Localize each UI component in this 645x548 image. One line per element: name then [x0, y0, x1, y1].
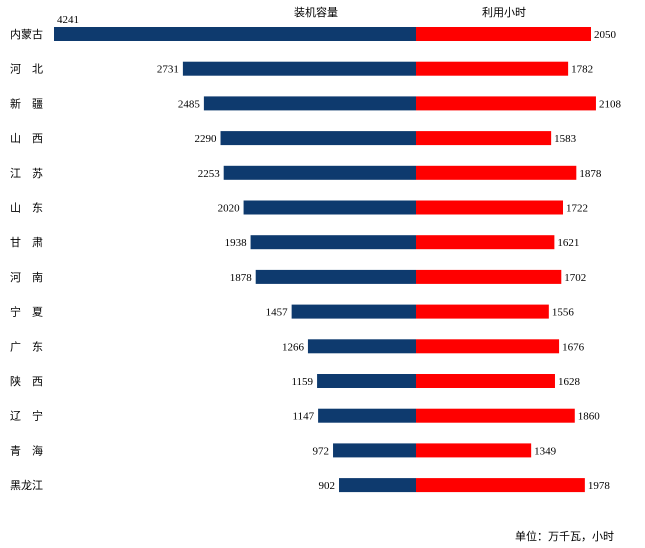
hours-value: 1702: [564, 272, 586, 284]
capacity-value: 1159: [291, 376, 313, 388]
hours-bar: [416, 339, 560, 354]
category-label: 青 海: [10, 443, 43, 457]
category-label: 江 苏: [10, 167, 43, 180]
capacity-value: 972: [313, 445, 330, 457]
capacity-bar: [182, 61, 416, 76]
bar-rows: 内蒙古 4241 2050 河 北 2731 1782 新 疆 2485 2108 山 西 2290…: [10, 14, 622, 493]
hours-value: 1628: [558, 376, 581, 388]
capacity-bar: [203, 96, 416, 111]
capacity-value: 2485: [178, 98, 201, 110]
hours-bar: [416, 96, 596, 111]
capacity-bar: [339, 478, 416, 493]
hours-value: 1978: [588, 480, 611, 492]
hours-value: 1722: [566, 203, 588, 215]
capacity-bar: [220, 131, 416, 146]
capacity-value: 902: [319, 480, 336, 492]
hours-bar: [416, 200, 563, 215]
hours-value: 1782: [571, 64, 593, 76]
capacity-bar: [243, 200, 416, 215]
category-label: 河 南: [10, 271, 43, 284]
category-label: 陕 西: [10, 374, 43, 388]
hours-bar: [416, 235, 555, 250]
series-header-hours: 利用小时: [482, 6, 526, 19]
category-label: 广 东: [10, 340, 43, 353]
capacity-value: 1457: [266, 307, 289, 319]
hours-bar: [416, 131, 552, 146]
hours-bar: [416, 269, 562, 284]
capacity-bar: [250, 235, 416, 250]
hours-value: 1349: [534, 445, 557, 457]
category-label: 山 西: [10, 132, 43, 145]
capacity-value: 2731: [157, 64, 179, 76]
capacity-value: 1147: [293, 411, 315, 423]
hours-value: 1676: [562, 341, 585, 353]
capacity-bar: [291, 304, 416, 319]
capacity-value: 1878: [230, 272, 253, 284]
capacity-value: 4241: [57, 14, 79, 26]
capacity-value: 2020: [218, 203, 241, 215]
category-label: 山 东: [10, 202, 43, 215]
hours-bar: [416, 304, 549, 319]
hours-bar: [416, 408, 575, 423]
capacity-value: 1266: [282, 341, 305, 353]
hours-value: 1860: [578, 411, 601, 423]
hours-bar: [416, 478, 585, 493]
category-label: 甘 肃: [10, 236, 43, 249]
capacity-bar: [318, 408, 416, 423]
capacity-bar: [307, 339, 416, 354]
hours-bar: [416, 374, 555, 388]
category-label: 辽 宁: [10, 409, 43, 423]
hours-bar: [416, 443, 532, 458]
hours-bar: [416, 165, 577, 180]
hours-value: 1878: [579, 168, 602, 180]
category-label: 宁 夏: [10, 305, 43, 319]
capacity-bar: [54, 27, 416, 41]
category-label: 内蒙古: [10, 27, 43, 41]
capacity-bar: [333, 443, 416, 458]
hours-value: 2108: [599, 98, 622, 110]
capacity-value: 2253: [198, 168, 221, 180]
hours-bar: [416, 61, 569, 76]
category-label: 黑龙江: [10, 479, 43, 492]
category-label: 河 北: [10, 63, 43, 76]
capacity-bar: [223, 165, 416, 180]
series-header-capacity: 装机容量: [294, 5, 338, 19]
hours-value: 1621: [557, 237, 579, 249]
capacity-value: 2290: [195, 133, 218, 145]
unit-note: 单位：万千瓦，小时: [515, 529, 614, 543]
hours-value: 2050: [594, 29, 617, 41]
category-label: 新 疆: [10, 96, 43, 110]
hours-value: 1583: [554, 133, 577, 145]
hours-value: 1556: [552, 307, 575, 319]
hours-bar: [416, 27, 591, 41]
capacity-bar: [317, 374, 416, 388]
capacity-value: 1938: [225, 237, 248, 249]
capacity-bar: [255, 269, 416, 284]
